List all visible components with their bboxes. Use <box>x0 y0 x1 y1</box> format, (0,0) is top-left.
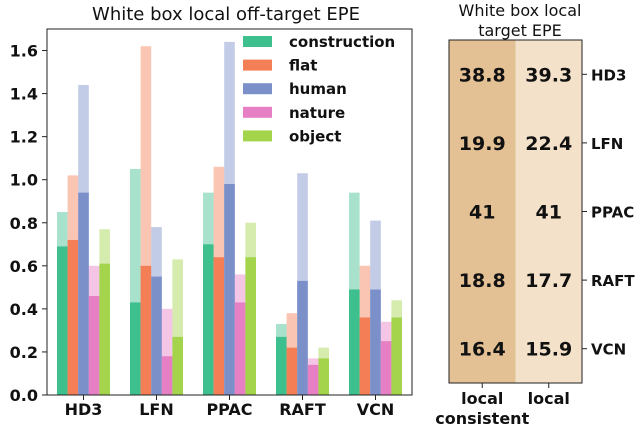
y-tick-label: 0.4 <box>10 300 38 319</box>
bar-flat-lfn <box>140 265 152 395</box>
heatmap-title-line-1: White box local <box>459 1 582 20</box>
heatmap-cell-hd3-local-consistent: 38.8 <box>459 64 506 86</box>
heatmap-column-label-local: local <box>528 389 570 408</box>
y-tick-label: 1.4 <box>10 85 38 104</box>
bar-object-lfn <box>172 336 183 395</box>
bar-flat-ppac <box>213 257 225 395</box>
y-tick-label: 0.2 <box>10 343 38 362</box>
bars <box>57 41 402 395</box>
bar-object-hd3 <box>99 263 110 395</box>
bar-chart-title: White box local off-target EPE <box>92 4 360 25</box>
heatmap-cell-ppac-local: 41 <box>536 202 562 224</box>
bar-nature-lfn <box>161 356 173 395</box>
heatmap-column-label-local-consistent: local <box>461 389 503 408</box>
bar-upper-construction-lfn <box>130 168 141 395</box>
bar-flat-hd3 <box>67 239 79 395</box>
heatmap-cell-vcn-local-consistent: 16.4 <box>459 339 506 361</box>
heatmap-row-label-hd3: HD3 <box>591 66 626 84</box>
legend-swatch-construction <box>243 36 272 47</box>
legend-swatch-flat <box>243 59 272 71</box>
legend-label-human: human <box>289 80 347 98</box>
heatmap-column-local <box>515 40 582 383</box>
x-tick-label-vcn: VCN <box>357 400 395 419</box>
heatmap-title-line-2: target EPE <box>478 21 562 40</box>
heatmap-cell-raft-local-consistent: 18.8 <box>459 270 506 292</box>
bar-object-raft <box>318 358 329 395</box>
x-axis-ticks: HD3 LFN PPAC RAFT VCN <box>65 395 395 419</box>
heatmap-row-labels: HD3 LFN PPAC RAFT VCN <box>582 66 635 359</box>
bar-upper-flat-lfn <box>140 46 152 395</box>
heatmap-cell-lfn-local: 22.4 <box>525 133 572 155</box>
heatmap-cells: 38.8 39.3 19.9 22.4 41 41 18.8 17.7 16.4 15.9 <box>448 39 583 384</box>
bar-construction-vcn <box>349 289 360 395</box>
bar-human-lfn <box>151 276 162 395</box>
bar-flat-raft <box>286 347 298 395</box>
bar-human-raft <box>297 280 308 395</box>
x-tick-label-hd3: HD3 <box>65 400 103 419</box>
bar-construction-raft <box>276 336 287 395</box>
y-tick-label: 0.8 <box>10 214 38 233</box>
legend-label-flat: flat <box>289 57 317 75</box>
heatmap-row-label-vcn: VCN <box>591 341 626 359</box>
legend-label-construction: construction <box>289 33 395 51</box>
bar-flat-vcn <box>359 317 371 395</box>
heatmap-row-label-lfn: LFN <box>591 135 623 153</box>
bar-nature-ppac <box>234 302 246 395</box>
heatmap-column-label-local-consistent: consistent <box>435 409 529 426</box>
bar-construction-hd3 <box>57 246 68 395</box>
bar-human-ppac <box>224 184 235 395</box>
legend-swatch-object <box>243 130 272 142</box>
bar-nature-vcn <box>380 341 392 395</box>
x-tick-label-ppac: PPAC <box>206 400 252 419</box>
legend-swatch-nature <box>243 106 272 118</box>
heatmap-row-label-raft: RAFT <box>591 272 635 290</box>
y-tick-label: 0.0 <box>10 386 38 405</box>
y-tick-label: 1.2 <box>10 128 38 147</box>
heatmap-row-label-ppac: PPAC <box>591 204 634 222</box>
bar-construction-lfn <box>130 302 141 395</box>
bar-nature-raft <box>307 364 319 395</box>
y-axis-ticks: 0.0 0.2 0.4 0.6 0.8 1.0 1.2 1.4 1.6 <box>10 42 47 405</box>
heatmap-cell-hd3-local: 39.3 <box>525 64 572 86</box>
bar-human-vcn <box>370 289 381 395</box>
heatmap-cell-lfn-local-consistent: 19.9 <box>459 133 506 155</box>
y-tick-label: 1.6 <box>10 42 38 61</box>
legend-label-nature: nature <box>289 104 345 122</box>
heatmap-cell-raft-local: 17.7 <box>525 270 572 292</box>
y-tick-label: 1.0 <box>10 171 38 190</box>
bar-nature-hd3 <box>88 295 100 395</box>
y-tick-label: 0.6 <box>10 257 38 276</box>
bar-chart: White box local off-target EPE 0.0 0.2 0.4… <box>10 4 413 419</box>
legend: construction flat human nature object <box>243 33 395 145</box>
bar-upper-nature-lfn <box>161 308 173 395</box>
x-tick-label-raft: RAFT <box>279 400 326 419</box>
bar-object-ppac <box>245 257 256 395</box>
heatmap-cell-vcn-local: 15.9 <box>525 339 572 361</box>
bar-human-hd3 <box>78 192 89 395</box>
legend-label-object: object <box>289 127 341 145</box>
bar-object-vcn <box>391 317 402 395</box>
bar-upper-object-lfn <box>172 259 183 395</box>
heatmap-cell-ppac-local-consistent: 41 <box>469 202 495 224</box>
x-tick-label-lfn: LFN <box>139 400 174 419</box>
heatmap-column-local-consistent <box>449 40 516 383</box>
legend-swatch-human <box>243 83 272 95</box>
bar-construction-ppac <box>203 244 214 395</box>
heatmap-chart: White box local target EPE 38.8 39.3 19.9 2… <box>435 1 635 426</box>
